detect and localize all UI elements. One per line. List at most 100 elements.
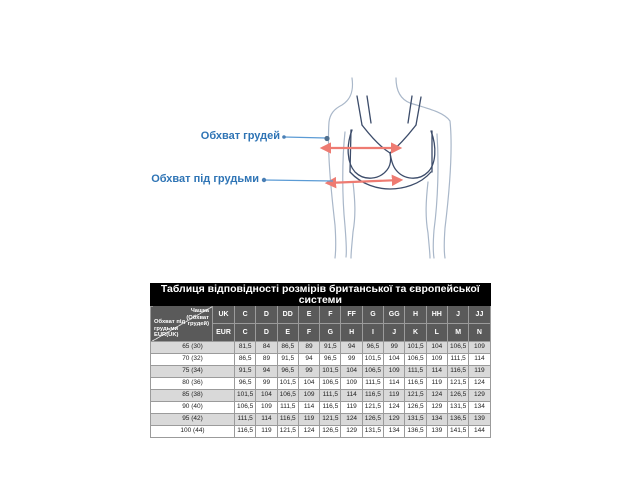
uk-cup-header-HH: HH [425,305,448,324]
size-value: 144 [468,425,491,438]
size-value: 126,5 [361,413,385,426]
size-value: 114 [255,413,278,426]
size-value: 139 [468,413,491,426]
size-value: 109 [468,341,491,354]
corner-underbust-label: Обхват під грудьми EUR(UK) [154,319,186,339]
size-value: 94 [340,341,363,354]
eur-cup-header-N: N [468,323,491,342]
size-value: 111,5 [233,413,257,426]
size-value: 124 [425,389,448,402]
eur-cup-header-J: J [383,323,406,342]
size-row-80: 80 (36) 96,5 99 101,5 104 106,5 109 111,5 114 116… [150,377,491,390]
size-value: 89 [297,341,321,354]
size-value: 141,5 [446,425,470,438]
size-value: 96,5 [361,341,385,354]
size-value: 104 [383,353,406,366]
size-value: 114 [468,353,491,366]
band-size-label: 75 (34) [150,365,235,378]
eur-cup-header-F: F [297,323,321,342]
uk-cup-header-D: D [255,305,278,324]
size-value: 126,5 [404,401,427,414]
size-value: 126,5 [319,425,342,438]
size-value: 114 [297,401,321,414]
size-value: 124 [468,377,491,390]
eur-cup-header-I: I [361,323,385,342]
size-value: 116,5 [404,377,427,390]
bust-callout-line [282,135,330,142]
size-value: 109 [255,401,278,414]
size-value: 111,5 [319,389,342,402]
underbust-label: Обхват під грудьми [151,173,259,185]
underbust-callout-line [261,177,334,183]
size-value: 99 [340,353,363,366]
size-value: 104 [255,389,278,402]
size-value: 109 [425,353,448,366]
size-value: 136,5 [446,413,470,426]
size-value: 109 [340,377,363,390]
size-value: 119 [255,425,278,438]
eur-cup-header-G: G [319,323,342,342]
uk-cup-header-GG: GG [383,305,406,324]
size-value: 106,5 [319,377,342,390]
size-value: 101,5 [404,341,427,354]
size-value: 134 [383,425,406,438]
size-value: 129 [425,401,448,414]
size-row-100: 100 (44) 116,5 119 121,5 124 126,5 129 131,5 134… [150,425,491,438]
uk-cup-header-F: F [319,305,342,324]
table-title: Таблиця відповідності розмірів британськ… [150,283,491,306]
underbust-measure-arrow [324,174,404,189]
size-value: 111,5 [446,353,470,366]
size-value: 106,5 [404,353,427,366]
torso-figure-illustration [261,77,452,259]
size-value: 104 [425,341,448,354]
size-row-90: 90 (40) 106,5 109 111,5 114 116,5 119 121,5 124 1… [150,401,491,414]
size-value: 101,5 [361,353,385,366]
size-value: 99 [297,365,321,378]
size-value: 126,5 [446,389,470,402]
size-value: 101,5 [233,389,257,402]
uk-system-header: UK [212,305,235,324]
size-value: 121,5 [361,401,385,414]
band-size-label: 80 (36) [150,377,235,390]
size-value: 131,5 [404,413,427,426]
size-value: 91,5 [319,341,342,354]
size-value: 121,5 [276,425,299,438]
uk-cup-header-FF: FF [340,305,363,324]
size-value: 86,5 [233,353,257,366]
size-value: 96,5 [233,377,257,390]
size-value: 106,5 [276,389,299,402]
size-value: 119 [425,377,448,390]
eur-cup-header-K: K [404,323,427,342]
size-value: 81,5 [233,341,257,354]
size-value: 91,5 [276,353,299,366]
size-value: 94 [297,353,321,366]
size-value: 111,5 [276,401,299,414]
size-value: 104 [340,365,363,378]
size-value: 134 [425,413,448,426]
band-size-label: 100 (44) [150,425,235,438]
size-correspondence-table: Таблиця відповідності розмірів британськ… [150,283,491,438]
size-row-95: 95 (42) 111,5 114 116,5 119 121,5 124 126,5 129 1… [150,413,491,426]
size-value: 116,5 [361,389,385,402]
size-value: 109 [383,365,406,378]
size-value: 96,5 [319,353,342,366]
size-value: 94 [255,365,278,378]
body-outline [327,77,452,259]
size-value: 106,5 [446,341,470,354]
eur-system-header: EUR [212,323,235,342]
size-value: 101,5 [319,365,342,378]
uk-cup-header-JJ: JJ [468,305,491,324]
size-value: 111,5 [361,377,385,390]
size-value: 129 [383,413,406,426]
size-value: 129 [468,389,491,402]
size-value: 124 [340,413,363,426]
size-value: 86,5 [276,341,299,354]
size-value: 124 [383,401,406,414]
band-size-label: 90 (40) [150,401,235,414]
size-value: 119 [383,389,406,402]
size-value: 99 [383,341,406,354]
size-value: 121,5 [446,377,470,390]
band-size-label: 95 (42) [150,413,235,426]
size-value: 111,5 [404,365,427,378]
eur-cup-header-C: C [233,323,257,342]
